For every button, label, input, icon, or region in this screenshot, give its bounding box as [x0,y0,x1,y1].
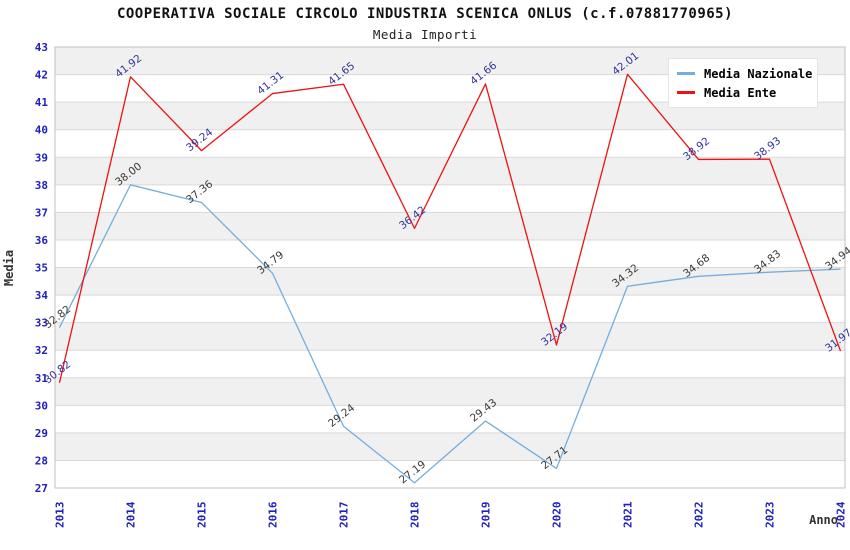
y-tick-label: 43 [35,41,48,54]
x-tick-label: 2018 [409,502,422,529]
legend-swatch-icon [677,72,695,75]
x-tick-label: 2017 [338,502,351,529]
x-tick-label: 2019 [480,502,493,529]
chart-title: COOPERATIVA SOCIALE CIRCOLO INDUSTRIA SC… [116,6,734,22]
legend-label: Media Nazionale [704,66,813,81]
x-tick-label: 2015 [196,502,209,529]
y-tick-label: 40 [35,124,48,137]
y-tick-label: 39 [35,151,48,164]
series-line-media-ente [58,73,842,383]
y-tick-label: 35 [35,262,48,275]
plot-band [55,377,845,406]
plot-band [55,157,845,185]
y-axis-title: Media [2,249,16,287]
legend-item: Media Nazionale [677,64,817,83]
plot-border [54,46,846,489]
legend-label: Media Ente [704,85,777,100]
y-tick-label: 38 [35,179,48,192]
x-tick-label: 2020 [551,502,564,529]
data-label: 39.24 [184,126,215,154]
y-tick-label: 31 [35,372,49,385]
legend-item: Media Ente [677,83,817,102]
x-axis-title: Anno [809,513,838,527]
x-tick-label: 2014 [125,501,138,528]
y-tick-label: 41 [35,96,49,109]
x-tick-label: 2021 [622,501,635,528]
y-tick-label: 34 [35,289,49,302]
y-tick-label: 37 [35,206,48,219]
y-tick-label: 29 [35,427,48,440]
y-tick-label: 42 [35,69,48,82]
data-label: 27.19 [397,458,428,486]
plot-band [55,212,845,240]
legend-swatch-icon [677,91,695,94]
plot-band [55,322,845,351]
x-tick-label: 2023 [764,502,777,529]
x-tick-label: 2016 [267,501,280,528]
y-tick-label: 32 [35,344,48,357]
y-tick-label: 28 [35,454,48,467]
x-tick-label: 2022 [693,502,706,529]
x-tick-label: 2024 [835,501,848,528]
x-tick-label: 2013 [54,502,67,529]
y-tick-label: 30 [35,399,48,412]
plot-band [55,432,845,461]
legend: Media Nazionale Media Ente [668,58,818,108]
y-tick-label: 27 [35,482,48,495]
data-label: 29.24 [326,402,357,430]
plot-band [55,267,845,296]
chart-subtitle: Media Importi [372,27,478,42]
y-tick-label: 33 [35,317,48,330]
series-line-media-nazionale [58,184,841,484]
y-tick-label: 36 [35,234,49,247]
